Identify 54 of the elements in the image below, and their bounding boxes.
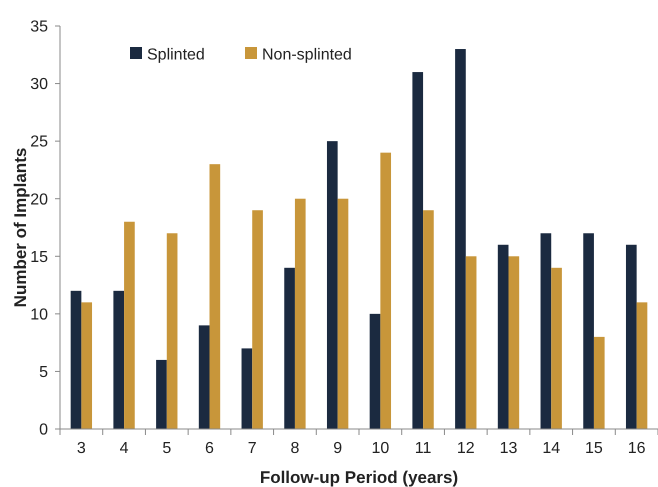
legend-label: Splinted xyxy=(147,46,205,64)
bar xyxy=(284,268,295,429)
bar xyxy=(380,152,392,429)
x-tick-label: 9 xyxy=(333,440,342,457)
y-tick-label: 20 xyxy=(30,191,48,208)
bar xyxy=(583,233,594,429)
x-tick-label: 15 xyxy=(585,440,603,457)
bar xyxy=(210,164,220,429)
x-tick-label: 10 xyxy=(371,440,390,457)
bar xyxy=(498,244,508,429)
x-tick-label: 6 xyxy=(205,440,214,457)
bar xyxy=(156,360,167,429)
bar xyxy=(242,348,252,429)
x-tick-label: 3 xyxy=(76,440,86,457)
bar xyxy=(326,141,338,429)
bar xyxy=(70,290,82,429)
x-axis-title: Follow-up Period (years) xyxy=(260,468,458,487)
bar xyxy=(540,233,552,429)
y-tick-label: 10 xyxy=(30,306,48,324)
y-tick-label: 0 xyxy=(39,422,48,439)
x-tick-label: 4 xyxy=(120,440,129,457)
bar xyxy=(412,72,424,429)
x-tick-label: 8 xyxy=(290,440,300,457)
bar xyxy=(551,268,562,429)
bar xyxy=(294,198,306,429)
bar xyxy=(198,325,210,429)
bar xyxy=(466,256,476,429)
bar xyxy=(113,290,124,429)
y-tick-label: 5 xyxy=(39,364,48,382)
x-tick-label: 12 xyxy=(456,440,475,457)
x-tick-label: 13 xyxy=(500,440,518,457)
bar xyxy=(252,210,263,429)
bar xyxy=(455,49,466,429)
bar xyxy=(626,244,637,429)
x-tick-label: 11 xyxy=(414,440,432,457)
bar xyxy=(81,302,92,429)
x-tick-label: 7 xyxy=(248,440,257,457)
bar xyxy=(166,233,178,429)
legend-label: Non-splinted xyxy=(262,46,352,64)
bar xyxy=(370,314,380,429)
x-tick-label: 16 xyxy=(628,440,646,457)
bar xyxy=(124,222,135,429)
bar xyxy=(423,210,434,429)
y-tick-label: 25 xyxy=(30,134,48,151)
y-tick-label: 35 xyxy=(30,18,48,36)
bar xyxy=(338,198,348,429)
x-tick-label: 5 xyxy=(162,440,172,457)
y-tick-label: 15 xyxy=(30,248,48,266)
bar xyxy=(508,256,520,429)
bar xyxy=(594,336,605,429)
x-tick-label: 14 xyxy=(542,440,560,457)
y-tick-label: 30 xyxy=(30,76,48,94)
y-axis-title: Number of Implants xyxy=(11,148,30,308)
bar xyxy=(636,302,648,429)
